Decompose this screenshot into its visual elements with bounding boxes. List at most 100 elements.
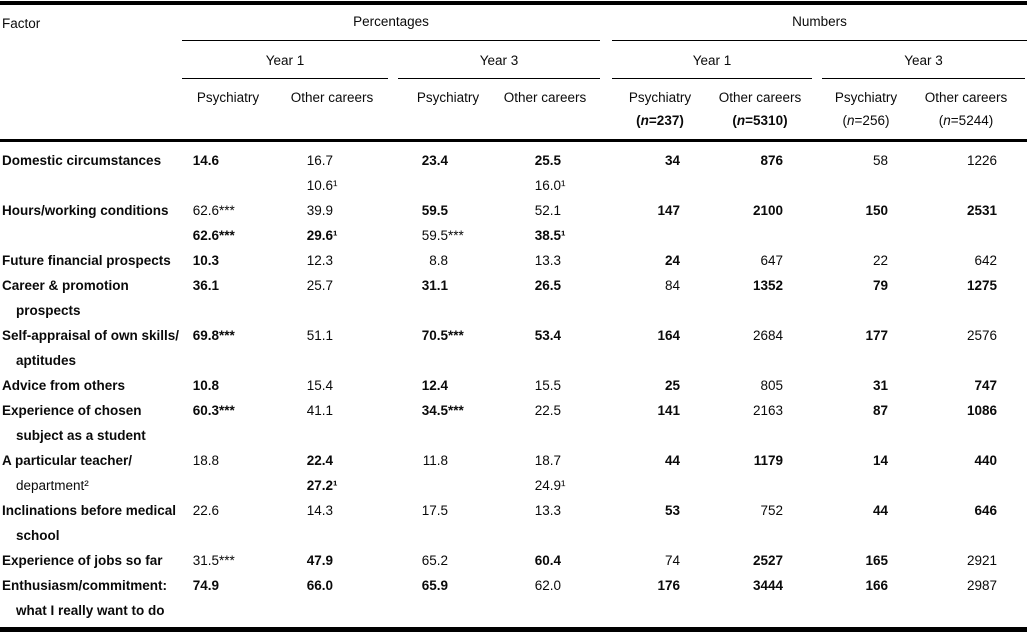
sample-size-psychiatry-y1: (n=237) (636, 113, 684, 128)
value-line: 47.9 (306, 553, 333, 568)
value-cell: 1352 (700, 273, 803, 298)
year3-numbers-header: Year 3 (904, 53, 943, 68)
value-cell: 165 (803, 548, 908, 573)
factor-cell: Future financial prospects (0, 248, 182, 273)
value-line: 165 (865, 553, 888, 568)
value-line: 2100 (752, 203, 783, 218)
value-cell: 74.9 (182, 573, 286, 598)
factor-label: Future financial prospects (2, 253, 171, 268)
value-cell: 8.8 (391, 248, 495, 273)
value-line: 34.5*** (421, 403, 464, 418)
value-cell: 166 (803, 573, 908, 598)
col-header-other-num-y3: Other careers (924, 90, 1008, 105)
factor-label: prospects (16, 303, 81, 318)
value-cell: 16.7 10.6¹ (286, 148, 391, 198)
value-line: 65.2 (421, 553, 448, 568)
value-cell: 1226 (908, 148, 1027, 173)
value-line: 147 (657, 203, 680, 218)
value-cell: 15.4 (286, 373, 391, 398)
value-line: 1275 (966, 278, 997, 293)
value-cell: 69.8*** (182, 323, 286, 348)
value-line: 74.9 (192, 578, 219, 593)
factor-label: Domestic circumstances (2, 153, 162, 168)
factor-cell: Career & promotion prospects (0, 273, 182, 323)
value-line: 23.4 (421, 153, 448, 168)
factor-label: Hours/working conditions (2, 203, 169, 218)
value-cell: 440 (908, 448, 1027, 473)
value-cell: 18.7 24.9¹ (495, 448, 600, 498)
factor-label: Experience of jobs so far (2, 553, 163, 568)
value-cell: 22 (803, 248, 908, 273)
value-line: 70.5*** (421, 328, 464, 343)
value-line: 176 (657, 578, 680, 593)
value-cell: 3444 (700, 573, 803, 598)
value-line: 60.4 (534, 553, 561, 568)
value-line: 2921 (966, 553, 997, 568)
factor-label: Enthusiasm/commitment: (2, 578, 168, 593)
value-line: 65.9 (421, 578, 448, 593)
factor-cell: Enthusiasm/commitment: what I really want… (0, 573, 182, 623)
value-line: 38.5¹ (534, 228, 566, 243)
value-cell: 752 (700, 498, 803, 523)
value-line: 14.6 (192, 153, 219, 168)
value-cell: 59.5 59.5*** (391, 198, 495, 248)
value-line: 16.7 (306, 153, 333, 168)
year3-percent-header: Year 3 (479, 53, 519, 68)
table-row: A particular teacher/department² 18.8 22.4… (0, 448, 1027, 498)
value-cell: 22.5 (495, 398, 600, 423)
table-row: Experience of jobs so far 31.5*** 47.9 65.2… (0, 548, 1027, 573)
factor-label: Self-appraisal of own skills/ (2, 328, 180, 343)
value-cell: 44 (803, 498, 908, 523)
value-line: 62.6*** (192, 228, 235, 243)
value-line: 2987 (966, 578, 997, 593)
value-cell: 2684 (700, 323, 803, 348)
factor-cell: Hours/working conditions (0, 198, 182, 223)
value-line: 642 (974, 253, 997, 268)
value-line: 141 (657, 403, 680, 418)
value-line: 24 (664, 253, 680, 268)
value-line: 25.5 (534, 153, 561, 168)
value-cell: 14 (803, 448, 908, 473)
factor-column-header: Factor (2, 16, 41, 31)
col-header-other-pct-y1: Other careers (290, 90, 374, 105)
value-line: 805 (760, 378, 783, 393)
value-cell: 70.5*** (391, 323, 495, 348)
value-cell: 62.0 (495, 573, 600, 598)
value-cell: 10.8 (182, 373, 286, 398)
value-cell: 66.0 (286, 573, 391, 598)
value-line: 22.6 (192, 503, 219, 518)
value-line: 747 (974, 378, 997, 393)
value-line: 53 (664, 503, 680, 518)
value-cell: 25.7 (286, 273, 391, 298)
value-cell: 164 (600, 323, 700, 348)
value-cell: 12.3 (286, 248, 391, 273)
value-cell: 12.4 (391, 373, 495, 398)
factor-label: Advice from others (2, 378, 126, 393)
value-line: 18.7 (534, 453, 561, 468)
value-line: 22.4 (306, 453, 333, 468)
value-line: 10.8 (192, 378, 219, 393)
value-line: 166 (865, 578, 888, 593)
value-cell: 14.6 (182, 148, 286, 173)
col-header-psychiatry-pct-y3: Psychiatry (416, 90, 480, 105)
factor-cell: Experience of jobs so far (0, 548, 182, 573)
value-line: 1179 (753, 453, 783, 468)
year1-numbers-header: Year 1 (692, 53, 732, 68)
value-cell: 10.3 (182, 248, 286, 273)
value-cell: 39.9 29.6¹ (286, 198, 391, 248)
header-bottom-rule (0, 139, 1027, 142)
value-cell: 876 (700, 148, 803, 173)
value-line: 2684 (752, 328, 783, 343)
value-cell: 11.8 (391, 448, 495, 473)
value-line: 22.5 (534, 403, 561, 418)
value-line: 29.6¹ (306, 228, 338, 243)
value-line: 8.8 (429, 253, 448, 268)
value-line: 646 (974, 503, 997, 518)
table-row: Experience of chosen subject as a student… (0, 398, 1027, 448)
value-cell: 31.5*** (182, 548, 286, 573)
value-line: 11.8 (422, 453, 448, 468)
value-line: 52.1 (534, 203, 561, 218)
value-cell: 747 (908, 373, 1027, 398)
col-header-psychiatry-pct-y1: Psychiatry (196, 90, 260, 105)
